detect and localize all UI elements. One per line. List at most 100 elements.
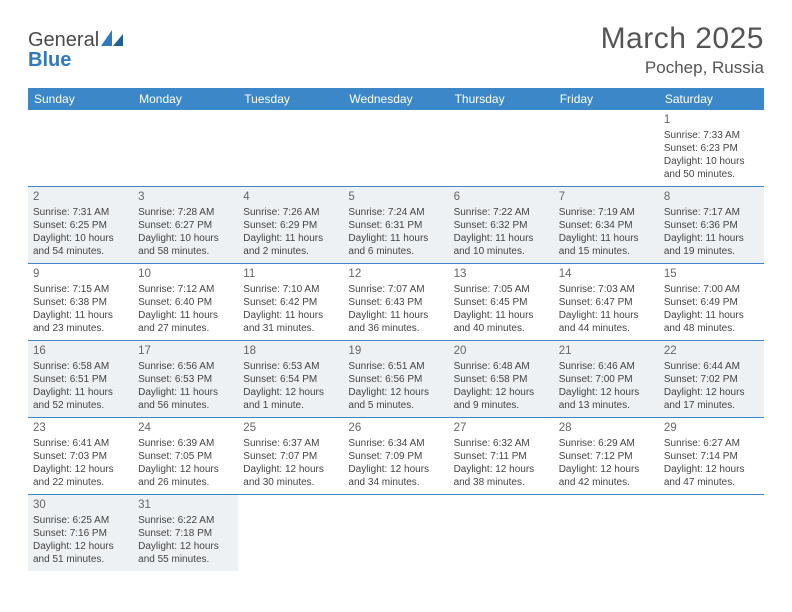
daylight-text: Daylight: 12 hours	[559, 386, 654, 399]
sunset-text: Sunset: 7:02 PM	[664, 373, 759, 386]
daylight-text: Daylight: 11 hours	[559, 232, 654, 245]
calendar-cell: 21Sunrise: 6:46 AMSunset: 7:00 PMDayligh…	[554, 340, 659, 417]
daylight-text: Daylight: 12 hours	[664, 463, 759, 476]
day-number: 7	[559, 190, 654, 205]
daylight-text: Daylight: 11 hours	[559, 309, 654, 322]
daylight-text: and 50 minutes.	[664, 168, 759, 181]
calendar-cell: 22Sunrise: 6:44 AMSunset: 7:02 PMDayligh…	[659, 340, 764, 417]
sunset-text: Sunset: 6:47 PM	[559, 296, 654, 309]
calendar-body: 1Sunrise: 7:33 AMSunset: 6:23 PM Daylight…	[28, 110, 764, 571]
calendar-cell: 7Sunrise: 7:19 AMSunset: 6:34 PMDaylight…	[554, 186, 659, 263]
day-number: 20	[454, 344, 549, 359]
day-number: 15	[664, 267, 759, 282]
sunrise-text: Sunrise: 6:27 AM	[664, 437, 759, 450]
location: Pochep, Russia	[601, 58, 764, 78]
daylight-text: Daylight: 11 hours	[664, 309, 759, 322]
calendar-cell: 31Sunrise: 6:22 AMSunset: 7:18 PMDayligh…	[133, 494, 238, 570]
header: General Blue March 2025 Pochep, Russia	[28, 22, 764, 78]
daylight-text: Daylight: 11 hours	[33, 386, 128, 399]
sunrise-text: Sunrise: 6:22 AM	[138, 514, 233, 527]
daylight-text: Daylight: 12 hours	[348, 386, 443, 399]
calendar-cell: 8Sunrise: 7:17 AMSunset: 6:36 PMDaylight…	[659, 186, 764, 263]
day-header: Friday	[554, 88, 659, 110]
day-number: 5	[348, 190, 443, 205]
day-header: Tuesday	[238, 88, 343, 110]
sunset-text: Sunset: 6:54 PM	[243, 373, 338, 386]
calendar-cell	[343, 494, 448, 570]
daylight-text: and 13 minutes.	[559, 399, 654, 412]
sunrise-text: Sunrise: 7:17 AM	[664, 206, 759, 219]
calendar-week-row: 16Sunrise: 6:58 AMSunset: 6:51 PMDayligh…	[28, 340, 764, 417]
day-header-row: Sunday Monday Tuesday Wednesday Thursday…	[28, 88, 764, 110]
daylight-text: and 19 minutes.	[664, 245, 759, 258]
daylight-text: and 54 minutes.	[33, 245, 128, 258]
calendar-cell	[449, 494, 554, 570]
calendar-cell: 28Sunrise: 6:29 AMSunset: 7:12 PMDayligh…	[554, 417, 659, 494]
sunset-text: Sunset: 7:03 PM	[33, 450, 128, 463]
calendar-cell: 14Sunrise: 7:03 AMSunset: 6:47 PMDayligh…	[554, 263, 659, 340]
daylight-text: Daylight: 11 hours	[348, 232, 443, 245]
sunrise-text: Sunrise: 6:25 AM	[33, 514, 128, 527]
calendar-cell: 24Sunrise: 6:39 AMSunset: 7:05 PMDayligh…	[133, 417, 238, 494]
daylight-text: Daylight: 12 hours	[33, 463, 128, 476]
calendar-cell	[449, 110, 554, 186]
daylight-text: and 22 minutes.	[33, 476, 128, 489]
daylight-text: and 48 minutes.	[664, 322, 759, 335]
daylight-text: and 58 minutes.	[138, 245, 233, 258]
sunrise-text: Sunrise: 7:15 AM	[33, 283, 128, 296]
day-number: 24	[138, 421, 233, 436]
sunset-text: Sunset: 7:05 PM	[138, 450, 233, 463]
sunset-text: Sunset: 6:32 PM	[454, 219, 549, 232]
day-number: 27	[454, 421, 549, 436]
day-number: 22	[664, 344, 759, 359]
day-header: Sunday	[28, 88, 133, 110]
sunset-text: Sunset: 6:23 PM	[664, 142, 759, 155]
sunset-text: Sunset: 7:16 PM	[33, 527, 128, 540]
day-number: 21	[559, 344, 654, 359]
sunset-text: Sunset: 6:34 PM	[559, 219, 654, 232]
day-header: Monday	[133, 88, 238, 110]
sunrise-text: Sunrise: 6:56 AM	[138, 360, 233, 373]
sunrise-text: Sunrise: 6:48 AM	[454, 360, 549, 373]
day-number: 28	[559, 421, 654, 436]
calendar-cell: 25Sunrise: 6:37 AMSunset: 7:07 PMDayligh…	[238, 417, 343, 494]
daylight-text: Daylight: 12 hours	[348, 463, 443, 476]
calendar-cell: 29Sunrise: 6:27 AMSunset: 7:14 PMDayligh…	[659, 417, 764, 494]
sunset-text: Sunset: 7:14 PM	[664, 450, 759, 463]
calendar-cell	[28, 110, 133, 186]
daylight-text: Daylight: 10 hours	[33, 232, 128, 245]
day-header: Thursday	[449, 88, 554, 110]
calendar-cell: 6Sunrise: 7:22 AMSunset: 6:32 PMDaylight…	[449, 186, 554, 263]
calendar-cell: 23Sunrise: 6:41 AMSunset: 7:03 PMDayligh…	[28, 417, 133, 494]
daylight-text: Daylight: 11 hours	[138, 386, 233, 399]
day-number: 8	[664, 190, 759, 205]
sunrise-text: Sunrise: 6:29 AM	[559, 437, 654, 450]
daylight-text: Daylight: 12 hours	[243, 463, 338, 476]
daylight-text: and 30 minutes.	[243, 476, 338, 489]
sunrise-text: Sunrise: 7:05 AM	[454, 283, 549, 296]
daylight-text: and 47 minutes.	[664, 476, 759, 489]
day-number: 12	[348, 267, 443, 282]
day-number: 26	[348, 421, 443, 436]
day-number: 1	[664, 113, 759, 128]
calendar-cell	[659, 494, 764, 570]
sunset-text: Sunset: 6:36 PM	[664, 219, 759, 232]
daylight-text: Daylight: 11 hours	[454, 232, 549, 245]
sunset-text: Sunset: 7:18 PM	[138, 527, 233, 540]
daylight-text: Daylight: 12 hours	[454, 463, 549, 476]
daylight-text: and 38 minutes.	[454, 476, 549, 489]
day-number: 3	[138, 190, 233, 205]
calendar-cell: 5Sunrise: 7:24 AMSunset: 6:31 PMDaylight…	[343, 186, 448, 263]
daylight-text: and 56 minutes.	[138, 399, 233, 412]
daylight-text: Daylight: 12 hours	[454, 386, 549, 399]
sunrise-text: Sunrise: 7:33 AM	[664, 129, 759, 142]
brand-text: General Blue	[28, 30, 123, 70]
sunrise-text: Sunrise: 6:37 AM	[243, 437, 338, 450]
calendar-week-row: 9Sunrise: 7:15 AMSunset: 6:38 PMDaylight…	[28, 263, 764, 340]
sunrise-text: Sunrise: 6:41 AM	[33, 437, 128, 450]
day-number: 4	[243, 190, 338, 205]
brand-logo: General Blue	[28, 30, 123, 70]
calendar-table: Sunday Monday Tuesday Wednesday Thursday…	[28, 88, 764, 571]
sunset-text: Sunset: 6:56 PM	[348, 373, 443, 386]
sunrise-text: Sunrise: 7:24 AM	[348, 206, 443, 219]
